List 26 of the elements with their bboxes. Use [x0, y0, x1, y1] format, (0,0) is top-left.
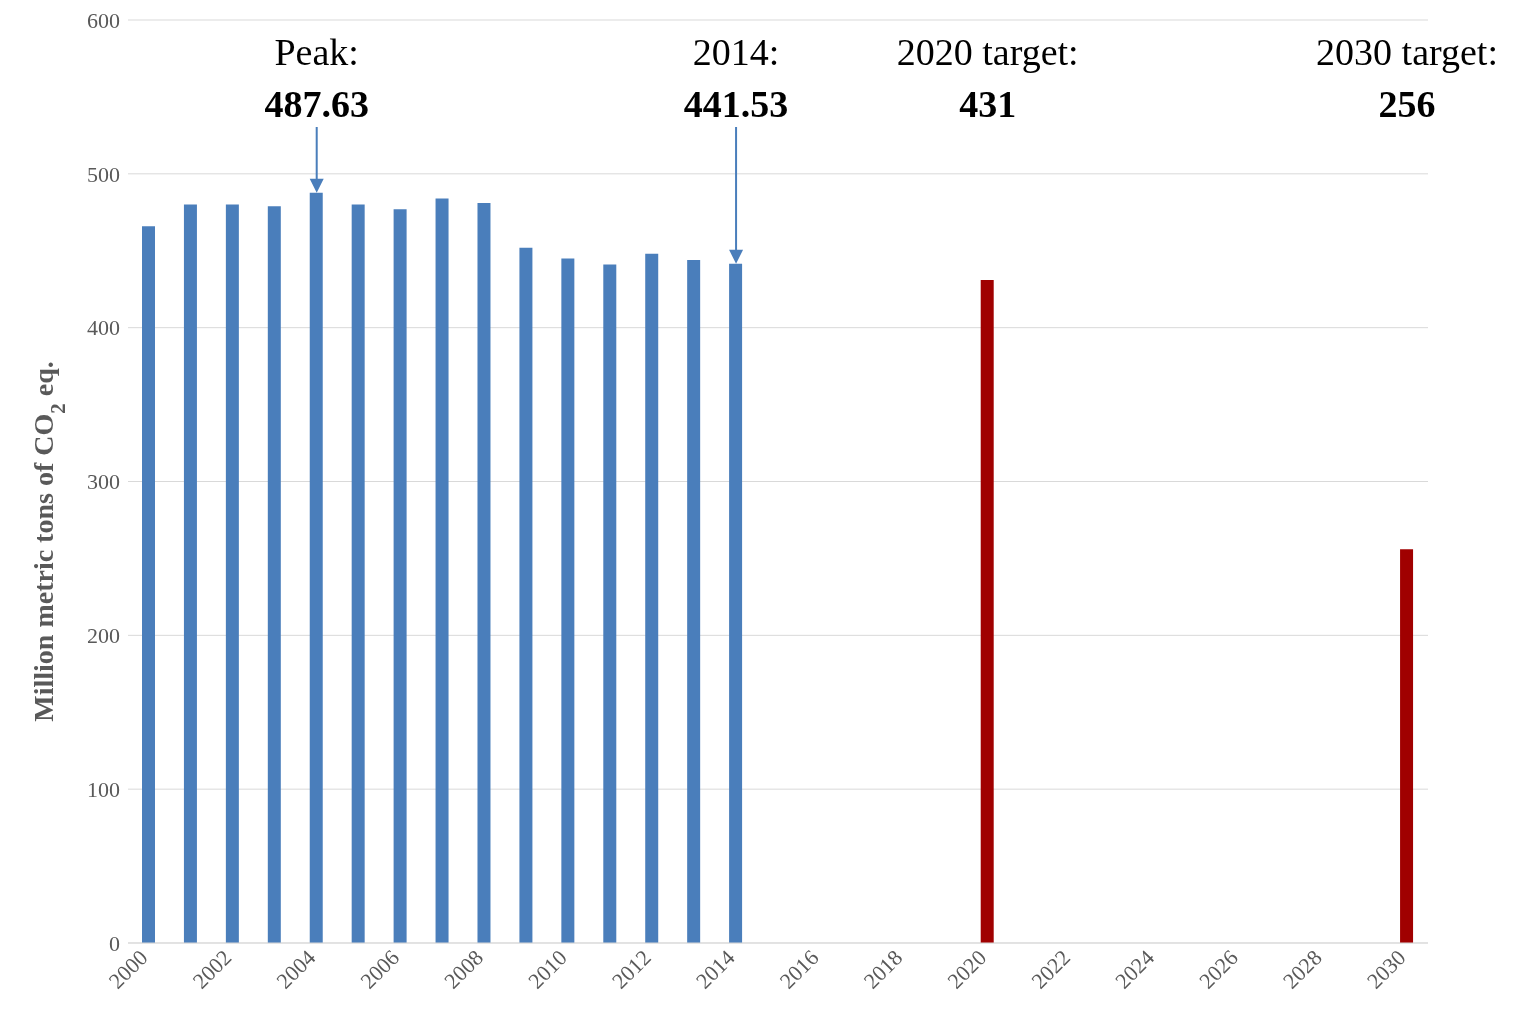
annotation: Peak: 487.63 — [264, 31, 369, 125]
bar — [477, 203, 491, 943]
annotation: 2030 target: 256 — [1316, 31, 1498, 125]
bar — [351, 204, 365, 943]
bar — [225, 204, 239, 943]
y-tick-label: 300 — [87, 469, 120, 495]
bar — [183, 204, 197, 943]
y-tick-label: 600 — [87, 7, 120, 33]
bar — [267, 206, 281, 943]
bar — [687, 259, 701, 943]
y-tick-label: 400 — [87, 315, 120, 341]
annotation: 2014: 441.53 — [683, 31, 789, 125]
bar — [603, 264, 617, 943]
y-tick-label: 0 — [109, 930, 120, 956]
bar — [142, 226, 155, 943]
bar — [645, 253, 659, 943]
bar — [393, 209, 407, 943]
bar — [1400, 549, 1414, 943]
y-tick-label: 500 — [87, 161, 120, 187]
bar — [519, 247, 533, 943]
y-tick-label: 100 — [87, 776, 120, 802]
bar — [980, 279, 994, 943]
annotation: 2020 target: 431 — [896, 31, 1079, 125]
y-tick-label: 200 — [87, 623, 120, 649]
bar — [561, 258, 575, 943]
bar — [435, 198, 449, 943]
